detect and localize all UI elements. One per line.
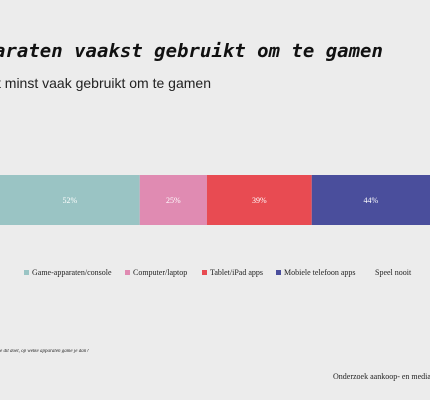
legend-label: Mobiele telefoon apps bbox=[284, 268, 356, 277]
legend-label: Tablet/iPad apps bbox=[210, 268, 263, 277]
legend-swatch bbox=[125, 270, 130, 275]
bar-segment-1 bbox=[0, 175, 140, 225]
data-label: 25% bbox=[166, 196, 181, 205]
legend-label: Computer/laptop bbox=[133, 268, 188, 277]
source-note: Onderzoek aankoop- en media bbox=[333, 372, 430, 381]
data-label: 44% bbox=[364, 196, 379, 205]
data-label: 52% bbox=[63, 196, 78, 205]
survey-question: e dit doet, op welke apparaten game je d… bbox=[0, 349, 89, 354]
legend-swatch bbox=[24, 270, 29, 275]
legend: Game-apparaten/console Computer/laptop T… bbox=[0, 268, 430, 284]
legend-item-computer-laptop: Computer/laptop bbox=[125, 268, 187, 277]
stacked-bar-chart: 52% 25% 39% 44% bbox=[0, 175, 430, 225]
legend-swatch bbox=[276, 270, 281, 275]
legend-item-tablet-apps: Tablet/iPad apps bbox=[202, 268, 263, 277]
bar-segment-2 bbox=[139, 175, 207, 225]
data-label: 39% bbox=[252, 196, 267, 205]
bar-segment-3 bbox=[206, 175, 312, 225]
legend-item-game-consoles: Game-apparaten/console bbox=[24, 268, 112, 277]
chart-subtitle: t minst vaak gebruikt om te gamen bbox=[0, 75, 211, 91]
legend-item-mobile-apps: Mobiele telefoon apps bbox=[276, 268, 356, 277]
legend-label: Game-apparaten/console bbox=[32, 268, 112, 277]
legend-item-never-play: Speel nooit bbox=[375, 268, 411, 277]
legend-swatch bbox=[202, 270, 207, 275]
chart-title: araten vaakst gebruikt om te gamen bbox=[0, 40, 383, 62]
bar-segment-4 bbox=[311, 175, 430, 225]
legend-label: Speel nooit bbox=[375, 268, 412, 277]
